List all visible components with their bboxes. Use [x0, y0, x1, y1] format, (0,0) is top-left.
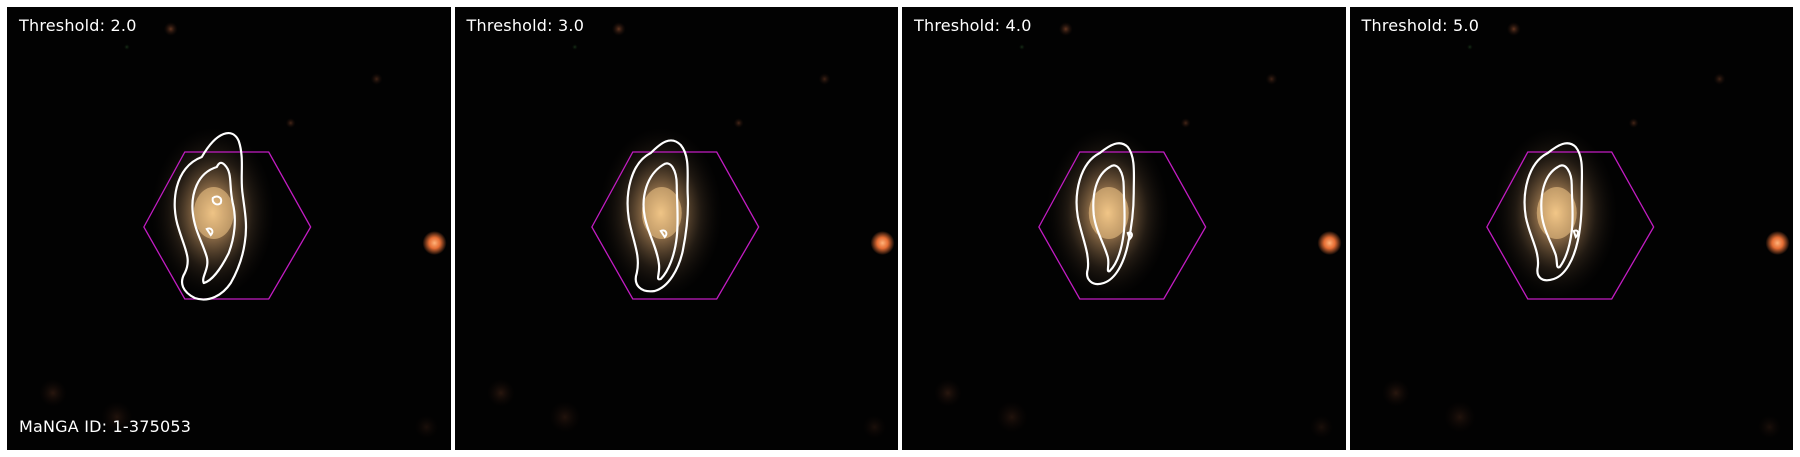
background-source: [38, 379, 67, 407]
contour-inner: [1539, 164, 1574, 269]
background-source: [486, 379, 515, 407]
sky-image: [1381, 22, 1790, 439]
manga-id-label: MaNGA ID: 1-375053: [19, 417, 192, 436]
contour-inner: [642, 162, 679, 281]
background-source: [548, 401, 581, 433]
contour-fragment: [658, 229, 667, 239]
contour-outer: [626, 139, 689, 293]
galaxy-core: [641, 187, 682, 239]
background-source: [285, 118, 296, 128]
background-source: [1265, 73, 1278, 85]
panel-threshold-5: Threshold: 5.0: [1349, 7, 1793, 450]
background-source: [933, 379, 962, 407]
background-source: [1058, 22, 1073, 36]
field-star: [1317, 231, 1342, 255]
contour-fragment: [211, 195, 223, 206]
panel-threshold-4: Threshold: 4.0: [902, 7, 1346, 450]
threshold-label: Threshold: 4.0: [914, 16, 1032, 35]
field-star: [870, 231, 895, 255]
contour-fragment: [1572, 229, 1579, 239]
field-star: [1765, 231, 1790, 255]
sky-image: [38, 22, 447, 439]
threshold-label: Threshold: 5.0: [1361, 16, 1480, 35]
contour-inner: [1092, 164, 1126, 273]
ifu-hexagon-footprint: [1485, 151, 1654, 300]
background-source: [611, 22, 626, 36]
sky-image: [486, 22, 895, 439]
background-source: [1466, 44, 1473, 50]
ifu-hexagon-footprint: [590, 151, 759, 300]
background-source: [1628, 118, 1639, 128]
background-source: [1443, 401, 1476, 433]
background-source: [1309, 415, 1334, 439]
background-source: [1018, 44, 1025, 50]
background-source: [1713, 73, 1726, 85]
background-source: [733, 118, 744, 128]
background-source: [1506, 22, 1521, 36]
background-source: [370, 73, 383, 85]
contour-outer: [173, 131, 248, 301]
contour-inner: [191, 161, 236, 285]
contour-fragment: [205, 227, 214, 237]
background-source: [123, 44, 130, 50]
background-source: [1180, 118, 1191, 128]
ifu-hexagon-footprint: [1038, 151, 1207, 300]
threshold-panel-strip: Threshold: 2.0 MaNGA ID: 1-375053 Thresho…: [7, 7, 1793, 450]
threshold-label: Threshold: 3.0: [466, 16, 585, 35]
galaxy-core: [1536, 187, 1577, 239]
background-source: [163, 22, 178, 36]
background-source: [100, 401, 133, 433]
background-source: [1757, 415, 1782, 439]
background-source: [414, 415, 439, 439]
galaxy-core: [1088, 187, 1129, 239]
ifu-hexagon-footprint: [143, 151, 312, 300]
background-source: [818, 73, 831, 85]
background-source: [995, 401, 1028, 433]
field-star: [422, 231, 447, 255]
panel-threshold-3: Threshold: 3.0: [454, 7, 898, 450]
threshold-label: Threshold: 2.0: [19, 16, 137, 35]
contour-outer: [1523, 142, 1583, 282]
panel-threshold-2: Threshold: 2.0 MaNGA ID: 1-375053: [7, 7, 451, 450]
galaxy-core: [193, 187, 234, 239]
contour-outer: [1075, 142, 1136, 286]
contour-fragment: [1126, 231, 1133, 241]
background-source: [571, 44, 578, 50]
background-source: [1381, 379, 1410, 407]
background-source: [862, 415, 887, 439]
sky-image: [933, 22, 1342, 439]
